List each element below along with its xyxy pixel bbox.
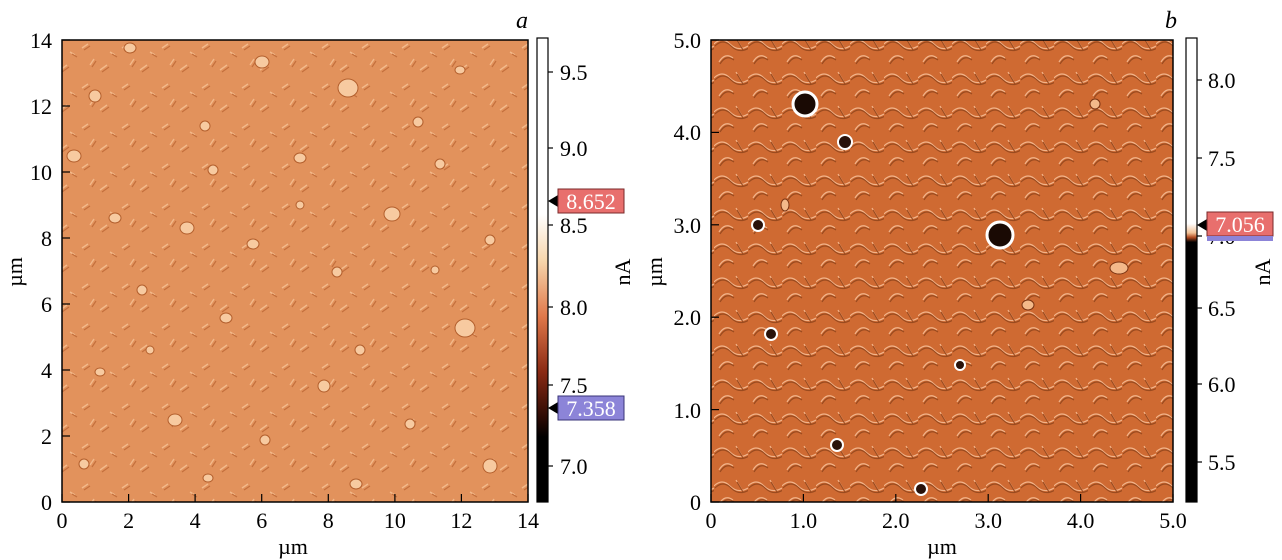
x-tick-label: 8 (323, 508, 334, 533)
afm-image-a (61, 39, 529, 503)
colorbar-unit-a: nA (610, 258, 635, 285)
y-tick-label: 2 (41, 424, 52, 449)
y-tick-label: 0 (41, 490, 52, 515)
colorbar-tick-label: 5.5 (1208, 450, 1236, 475)
colorbar-tick-label: 7.5 (560, 373, 588, 398)
x-tick-label: 2 (123, 508, 134, 533)
y-tick-label: 5.0 (674, 28, 702, 53)
x-tick-label: 1.0 (790, 508, 818, 533)
y-tick-label: 14 (30, 28, 52, 53)
x-axis-title-b: µm (927, 534, 957, 559)
x-tick-label: 12 (450, 508, 472, 533)
colorbar-unit-b: nA (1250, 258, 1275, 285)
y-axis-b (711, 39, 719, 503)
marker-low-a: 7.358 (548, 395, 625, 421)
x-tick-label: 14 (517, 508, 539, 533)
x-tick-label: 6 (256, 508, 267, 533)
colorbar-tick-label: 6.0 (1208, 372, 1236, 397)
grain-features-a (66, 42, 498, 490)
colorbar-ticks-a (548, 71, 553, 467)
y-tick-label: 4.0 (674, 120, 702, 145)
x-axis-title-a: µm (278, 534, 308, 559)
marker-low-badge (1207, 236, 1273, 241)
y-axis-title-b: µm (642, 257, 667, 287)
marker-high-b: 7.056 (1197, 211, 1274, 241)
y-axis-title-a: µm (2, 257, 27, 287)
panel-letter-a: a (516, 8, 528, 34)
x-tick-label: 4.0 (1067, 508, 1095, 533)
y-tick-label: 4 (41, 358, 52, 383)
x-axis-b (710, 494, 1174, 502)
colorbar-tick-label: 8.5 (560, 213, 588, 238)
colorbar-ticks-b (1197, 79, 1202, 463)
y-tick-label: 3.0 (674, 213, 702, 238)
colorbar-tick-label: 9.5 (560, 60, 588, 85)
x-axis-a (61, 494, 529, 502)
x-tick-label: 0 (57, 508, 68, 533)
marker-high-badge (557, 188, 625, 214)
colorbar-b (1185, 37, 1198, 503)
pit-features-b (751, 90, 1129, 496)
x-tick-label: 0 (706, 508, 717, 533)
y-tick-label: 2.0 (674, 305, 702, 330)
y-tick-label: 1.0 (674, 398, 702, 423)
colorbar-tick-label: 6.5 (1208, 296, 1236, 321)
colorbar-tick-label: 8.0 (1208, 68, 1236, 93)
x-tick-label: 5.0 (1159, 508, 1187, 533)
panel-b: 0 1.0 2.0 3.0 4.0 5.0 0 1.0 2.0 3.0 4.0 … (642, 8, 1275, 559)
svg-text:7.358: 7.358 (566, 396, 616, 421)
panel-a: 0 2 4 6 8 10 12 14 0 2 4 6 8 10 12 14 µm… (2, 8, 635, 559)
colorbar-tick-label: 7.5 (1208, 146, 1236, 171)
y-tick-label: 12 (30, 94, 52, 119)
panel-letter-b: b (1165, 8, 1177, 34)
x-tick-label: 4 (190, 508, 201, 533)
colorbar-tick-label: 7.0 (560, 454, 588, 479)
y-axis-a (62, 39, 70, 503)
colorbar-a (536, 37, 549, 503)
colorbar-tick-label: 9.0 (560, 136, 588, 161)
x-tick-label: 10 (384, 508, 406, 533)
y-tick-label: 10 (30, 160, 52, 185)
x-tick-label: 2.0 (882, 508, 910, 533)
svg-text:7.056: 7.056 (1215, 212, 1265, 237)
afm-image-b (710, 39, 1174, 503)
marker-low-badge (557, 395, 625, 421)
colorbar-tick-label: 8.0 (560, 295, 588, 320)
x-tick-label: 3.0 (974, 508, 1002, 533)
y-tick-label: 8 (41, 226, 52, 251)
marker-high-a: 8.652 (548, 188, 625, 214)
svg-text:8.652: 8.652 (566, 189, 616, 214)
y-tick-label: 6 (41, 292, 52, 317)
y-tick-label: 0 (690, 490, 701, 515)
